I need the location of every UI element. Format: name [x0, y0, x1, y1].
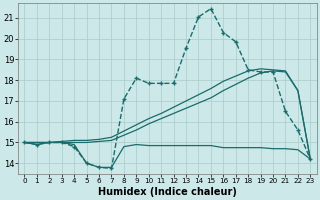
X-axis label: Humidex (Indice chaleur): Humidex (Indice chaleur): [98, 187, 237, 197]
